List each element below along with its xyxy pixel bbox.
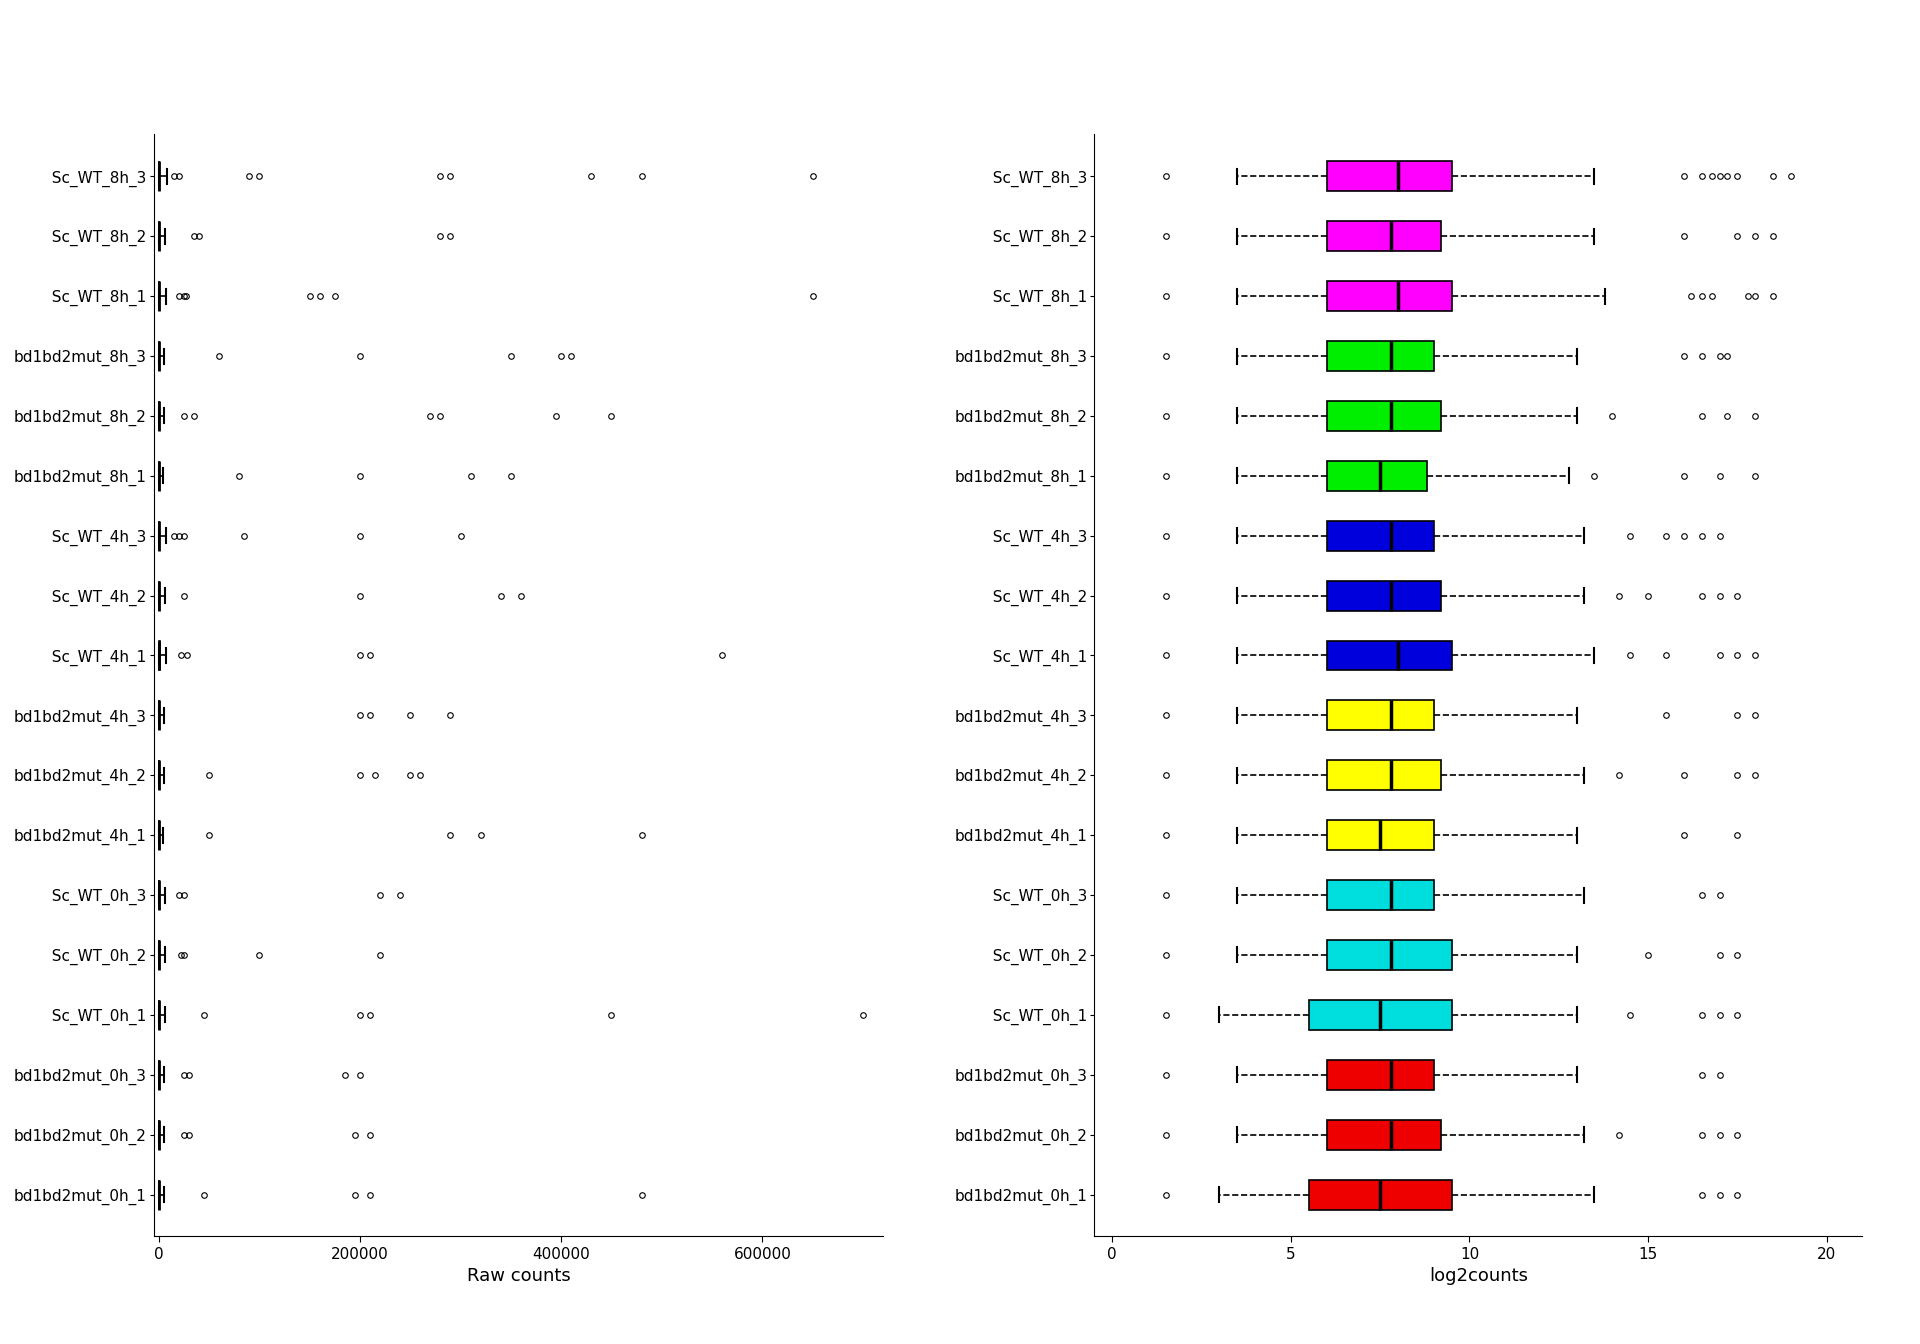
PathPatch shape (1327, 761, 1440, 790)
PathPatch shape (1327, 700, 1434, 730)
PathPatch shape (1327, 1120, 1440, 1149)
PathPatch shape (1309, 1000, 1452, 1030)
PathPatch shape (1327, 1060, 1434, 1090)
PathPatch shape (1327, 581, 1440, 610)
PathPatch shape (1327, 939, 1452, 970)
X-axis label: log2counts: log2counts (1428, 1267, 1528, 1285)
PathPatch shape (1327, 880, 1434, 910)
PathPatch shape (1327, 461, 1427, 491)
PathPatch shape (1327, 341, 1434, 371)
PathPatch shape (1327, 161, 1452, 191)
PathPatch shape (1327, 820, 1434, 851)
X-axis label: Raw counts: Raw counts (467, 1267, 570, 1285)
PathPatch shape (1309, 1180, 1452, 1210)
PathPatch shape (1327, 281, 1452, 310)
PathPatch shape (1327, 401, 1440, 431)
PathPatch shape (1327, 641, 1452, 671)
PathPatch shape (1327, 520, 1434, 551)
PathPatch shape (1327, 222, 1440, 251)
